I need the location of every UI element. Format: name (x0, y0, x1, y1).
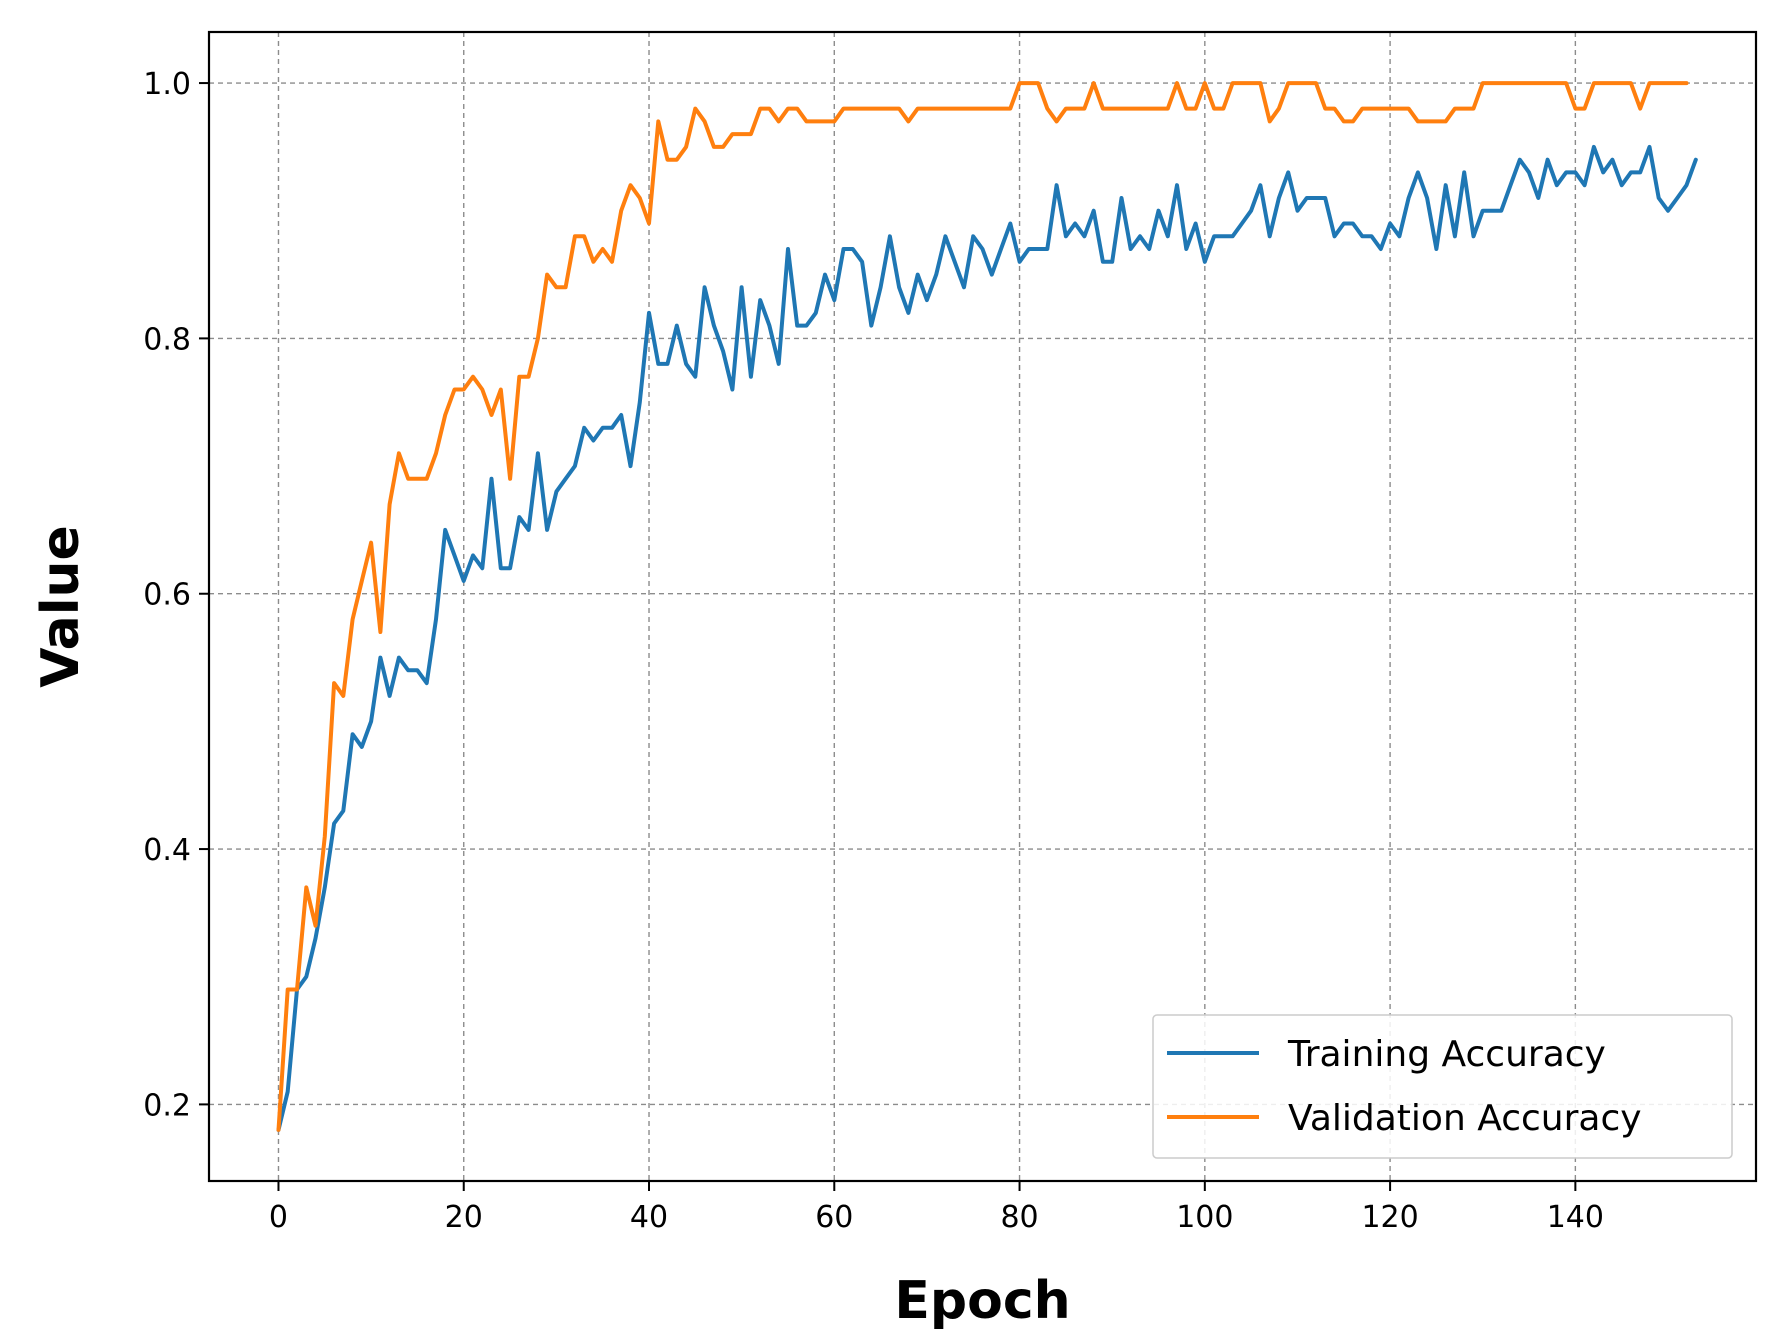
x-tick-label: 100 (1176, 1200, 1233, 1235)
legend-label-training: Training Accuracy (1287, 1034, 1606, 1075)
x-tick-label: 80 (1000, 1200, 1038, 1235)
y-tick-label: 1.0 (143, 67, 191, 102)
training-accuracy-line (276, 144, 1698, 1132)
x-tick-label: 60 (815, 1200, 853, 1235)
legend: Training Accuracy Validation Accuracy (1152, 1014, 1733, 1159)
y-tick-label: 0.8 (143, 322, 191, 357)
x-tick-label: 120 (1361, 1200, 1418, 1235)
legend-box (1152, 1014, 1733, 1159)
y-tick-label: 0.2 (143, 1088, 191, 1123)
y-tick-label: 0.4 (143, 833, 191, 868)
plot-area-frame (207, 30, 1758, 1183)
x-axis-label: Epoch (894, 1271, 1070, 1331)
legend-label-validation: Validation Accuracy (1288, 1098, 1642, 1139)
axis-ticks: 0 20 40 60 80 100 120 140 0.2 0.4 0.6 0.8 1.0 (143, 67, 1604, 1235)
y-axis-label: Value (31, 525, 91, 688)
x-tick-label: 20 (445, 1200, 483, 1235)
x-tick-label: 0 (269, 1200, 288, 1235)
series-lines (276, 81, 1698, 1132)
x-tick-label: 140 (1547, 1200, 1604, 1235)
x-tick-label: 40 (630, 1200, 668, 1235)
validation-accuracy-line (276, 81, 1689, 1132)
y-tick-label: 0.6 (143, 578, 191, 613)
